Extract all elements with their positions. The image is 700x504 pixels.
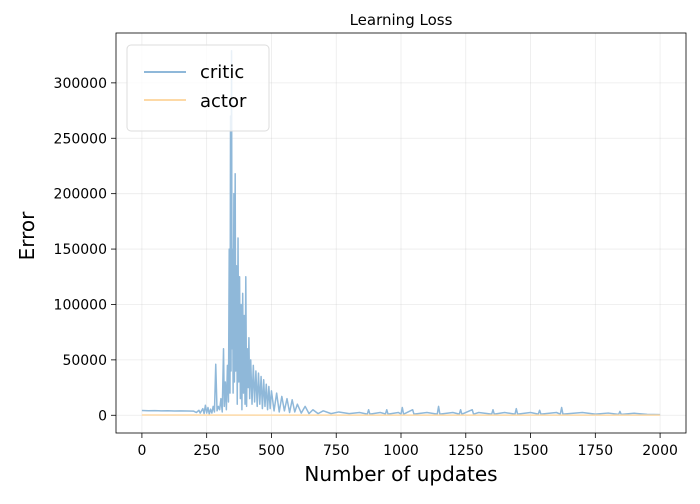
x-tick-label: 500 — [258, 443, 285, 459]
x-tick-label: 0 — [137, 443, 146, 459]
x-tick-label: 1500 — [513, 443, 549, 459]
y-tick-label: 200000 — [54, 187, 107, 203]
x-axis-label: Number of updates — [304, 462, 497, 486]
x-tick-label: 1250 — [448, 443, 484, 459]
legend: critic actor — [127, 45, 269, 131]
y-tick-label: 0 — [98, 408, 107, 424]
legend-box — [127, 45, 269, 131]
y-tick-label: 100000 — [54, 297, 107, 313]
y-tick-label: 150000 — [54, 242, 107, 258]
y-tick-label: 50000 — [62, 353, 107, 369]
chart-title: Learning Loss — [350, 11, 453, 29]
x-tick-label: 1000 — [383, 443, 419, 459]
y-tick-label: 250000 — [54, 131, 107, 147]
x-tick-label: 750 — [323, 443, 350, 459]
y-tick-label: 300000 — [54, 76, 107, 92]
x-tick-label: 1750 — [577, 443, 613, 459]
x-tick-label: 250 — [193, 443, 220, 459]
y-axis-label: Error — [15, 211, 39, 261]
legend-label-critic: critic — [200, 62, 244, 83]
x-tick-label: 2000 — [642, 443, 678, 459]
legend-label-actor: actor — [200, 91, 247, 112]
